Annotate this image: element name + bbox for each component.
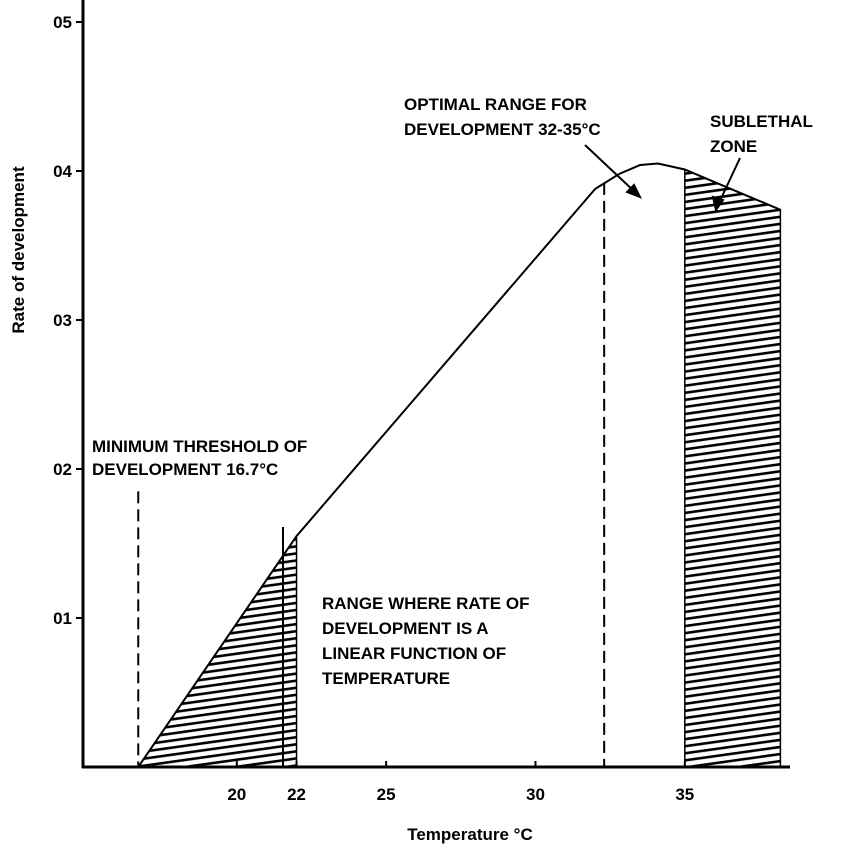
y-axis-label: Rate of development	[9, 166, 28, 334]
annotation-sublethal: SUBLETHAL ZONE	[710, 112, 817, 156]
y-tick-label: 02	[53, 460, 72, 479]
annotation-linear: RANGE WHERE RATE OF DEVELOPMENT IS A LIN…	[322, 594, 534, 688]
x-tick-label: 35	[675, 785, 694, 804]
arrow-optimal	[584, 144, 643, 199]
y-tick-label: 03	[53, 311, 72, 330]
x-tick-label: 20	[227, 785, 246, 804]
arrow-sublethal	[711, 157, 741, 213]
y-tick-label: 01	[53, 609, 72, 628]
annotation-optimal: OPTIMAL RANGE FOR DEVELOPMENT 32-35°C	[404, 95, 601, 139]
y-tick-label: 04	[53, 162, 72, 181]
series-line	[137, 162, 781, 768]
x-tick-label: 25	[377, 785, 396, 804]
shaded-region-1	[684, 168, 782, 768]
y-tick-label: 05	[53, 13, 72, 32]
x-axis-label: Temperature °C	[407, 825, 533, 844]
annotation-threshold: MINIMUM THRESHOLD OF DEVELOPMENT 16.7°C	[92, 437, 312, 479]
x-tick-label: 30	[526, 785, 545, 804]
x-tick-label: 22	[287, 785, 306, 804]
